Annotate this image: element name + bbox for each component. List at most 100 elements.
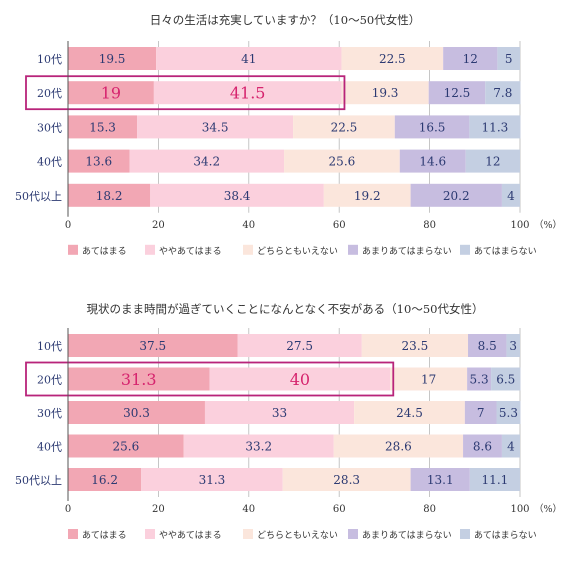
- bar-20s-somewhat-disagree: [428, 81, 486, 105]
- legend-label-neutral: どちらともいえない: [257, 246, 338, 257]
- bar-10s-disagree: [506, 334, 520, 357]
- chart-daily-life-fulfillment: 日々の生活は充実していますか？（10～50代女性） 19.5 41 22.5 12 5 10…: [15, 13, 562, 257]
- bar-30s-agree: [68, 115, 138, 139]
- chart-future-anxiety: 現状のまま時間が過ぎていくことになんとなく不安がある（10～50代女性） 37.5…: [15, 302, 562, 541]
- bar-30s-somewhat-disagree: [394, 115, 470, 139]
- data-label-50s-plus-somewhat-disagree: 20.2: [443, 189, 470, 203]
- category-label-50s-plus: 50代以上: [15, 190, 62, 203]
- category-label-40s: 40代: [37, 156, 62, 169]
- legend-label-disagree: あてはまらない: [474, 246, 537, 257]
- bar-30s-somewhat-disagree: [464, 401, 497, 424]
- bar-30s-somewhat-agree: [204, 401, 355, 424]
- bar-30s-disagree: [469, 115, 521, 139]
- x-tick-label-20: 20: [152, 220, 165, 231]
- data-label-20s-somewhat-agree: 40: [290, 370, 310, 389]
- legend-label-agree: あてはまる: [82, 530, 127, 541]
- data-label-10s-agree: 19.5: [99, 52, 126, 66]
- bar-50s-plus-agree: [68, 183, 151, 207]
- bar-40s-somewhat-disagree: [399, 149, 466, 173]
- data-label-10s-disagree: 5: [505, 52, 513, 66]
- legend-label-somewhat-disagree: あまりあてはまらない: [362, 246, 452, 257]
- data-label-10s-neutral: 23.5: [402, 339, 429, 353]
- bar-50s-plus-disagree: [501, 183, 520, 207]
- data-label-30s-neutral: 24.5: [396, 406, 423, 420]
- data-label-30s-agree: 15.3: [89, 120, 116, 134]
- bar-40s-disagree: [465, 149, 520, 173]
- data-label-10s-agree: 37.5: [139, 339, 166, 353]
- data-label-10s-neutral: 22.5: [379, 52, 406, 66]
- bar-20s-agree: [68, 81, 154, 105]
- bar-40s-agree: [68, 149, 130, 173]
- category-label-30s: 30代: [37, 407, 62, 420]
- data-label-40s-agree: 25.6: [112, 440, 139, 454]
- data-label-20s-somewhat-disagree: 12.5: [444, 86, 471, 100]
- bar-40s-somewhat-agree: [183, 434, 334, 458]
- x-tick-label-80: 80: [423, 220, 436, 231]
- bar-30s-neutral: [293, 115, 395, 139]
- x-tick-label-20: 20: [152, 504, 165, 515]
- data-label-40s-somewhat-agree: 34.2: [193, 155, 220, 169]
- category-label-10s: 10代: [37, 53, 62, 66]
- data-label-30s-disagree: 11.3: [482, 120, 509, 134]
- x-tick-label-40: 40: [242, 220, 255, 231]
- x-tick-label-40: 40: [242, 504, 255, 515]
- x-tick-label-100: 100: [510, 504, 529, 515]
- bar-20s-somewhat-agree: [153, 81, 342, 105]
- bar-50s-plus-somewhat-agree: [141, 468, 283, 491]
- bar-40s-somewhat-disagree: [463, 434, 502, 458]
- legend-label-disagree: あてはまらない: [474, 530, 537, 541]
- data-label-50s-plus-somewhat-agree: 31.3: [199, 473, 226, 487]
- highlight-box: [25, 361, 395, 397]
- legend-swatch-neutral: [243, 244, 253, 255]
- bar-20s-disagree: [491, 367, 521, 391]
- x-tick-label-0: 0: [65, 220, 71, 231]
- legend-swatch-somewhat-disagree: [348, 529, 358, 539]
- data-label-10s-somewhat-agree: 27.5: [286, 339, 313, 353]
- legend-swatch-agree: [68, 529, 78, 539]
- bar-10s-somewhat-disagree: [443, 47, 498, 70]
- x-tick-label-60: 60: [333, 220, 346, 231]
- category-label-50s-plus: 50代以上: [15, 474, 62, 487]
- data-label-50s-plus-disagree: 11.1: [482, 473, 509, 487]
- bar-30s-agree: [68, 401, 205, 424]
- data-label-20s-neutral: 17: [421, 373, 436, 387]
- data-label-10s-somewhat-agree: 41: [241, 52, 256, 66]
- bar-10s-somewhat-agree: [156, 47, 342, 70]
- data-label-40s-disagree: 4: [507, 440, 515, 454]
- data-label-40s-somewhat-disagree: 14.6: [419, 155, 446, 169]
- data-label-20s-somewhat-disagree: 5.3: [470, 373, 489, 387]
- data-label-20s-disagree: 7.8: [493, 86, 512, 100]
- bar-10s-somewhat-agree: [237, 334, 362, 357]
- legend-swatch-somewhat-agree: [145, 244, 155, 255]
- category-label-20s: 20代: [37, 374, 62, 387]
- bar-50s-plus-somewhat-disagree: [410, 183, 502, 207]
- bar-40s-disagree: [501, 434, 520, 458]
- data-label-20s-neutral: 19.3: [372, 86, 399, 100]
- bar-10s-agree: [68, 47, 157, 70]
- chart-title: 日々の生活は充実していますか？（10～50代女性）: [150, 13, 420, 27]
- data-label-30s-somewhat-disagree: 16.5: [419, 120, 446, 134]
- data-label-10s-somewhat-disagree: 8.5: [478, 339, 497, 353]
- chart-title: 現状のまま時間が過ぎていくことになんとなく不安がある（10～50代女性）: [87, 302, 484, 316]
- category-label-40s: 40代: [37, 441, 62, 454]
- data-label-50s-plus-agree: 18.2: [96, 189, 123, 203]
- legend-swatch-neutral: [243, 529, 253, 539]
- data-label-50s-plus-somewhat-agree: 38.4: [224, 189, 251, 203]
- bar-50s-plus-somewhat-agree: [150, 183, 324, 207]
- bar-20s-neutral: [390, 367, 468, 391]
- bar-30s-somewhat-agree: [137, 115, 294, 139]
- data-label-30s-neutral: 22.5: [331, 120, 358, 134]
- data-label-20s-disagree: 6.5: [496, 373, 515, 387]
- data-label-50s-plus-neutral: 28.3: [333, 473, 360, 487]
- data-label-30s-agree: 30.3: [123, 406, 150, 420]
- bar-30s-disagree: [496, 401, 521, 424]
- x-tick-label-60: 60: [333, 504, 346, 515]
- legend-swatch-somewhat-disagree: [348, 244, 358, 255]
- bar-10s-neutral: [361, 334, 469, 357]
- data-label-50s-plus-agree: 16.2: [91, 473, 118, 487]
- bar-50s-plus-disagree: [469, 468, 520, 491]
- data-label-20s-agree: 31.3: [121, 370, 157, 389]
- legend-swatch-disagree: [460, 529, 470, 539]
- data-label-50s-plus-somewhat-disagree: 13.1: [427, 473, 454, 487]
